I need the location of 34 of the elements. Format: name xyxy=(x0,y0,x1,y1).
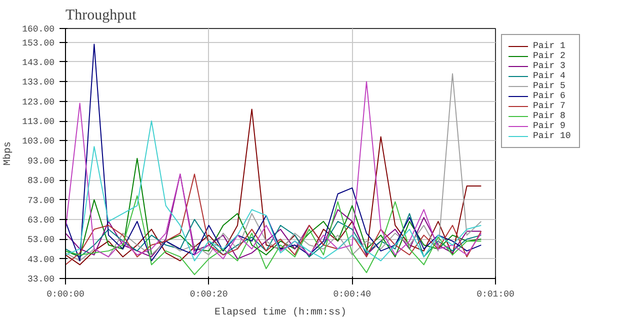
y-tick-label: 63.00 xyxy=(27,215,55,226)
legend-label: Pair 9 xyxy=(533,121,566,131)
y-tick-label: 93.00 xyxy=(27,156,55,166)
y-axis-title: Mbps xyxy=(2,141,14,166)
y-tick-label: 133.00 xyxy=(22,78,54,88)
x-tick-label: 0:01:00 xyxy=(476,290,514,300)
legend-label: Pair 1 xyxy=(533,41,566,51)
legend-label: Pair 5 xyxy=(533,81,566,91)
y-tick-label: 83.00 xyxy=(27,176,55,186)
line-series xyxy=(66,195,482,276)
legend-label: Pair 7 xyxy=(533,101,566,111)
x-axis-title: Elapsed time (h:mm:ss) xyxy=(214,306,347,318)
legend-label: Pair 3 xyxy=(533,61,566,71)
line-series xyxy=(66,158,482,258)
legend-label: Pair 8 xyxy=(533,111,566,121)
legend-label: Pair 6 xyxy=(533,91,566,101)
y-tick-label: 43.00 xyxy=(27,254,55,265)
y-tick-label: 123.00 xyxy=(22,97,54,108)
chart-title: Throughput xyxy=(66,8,138,24)
y-tick-label: 33.00 xyxy=(27,274,55,284)
y-tick-label: 143.00 xyxy=(22,58,54,68)
y-tick-label: 113.00 xyxy=(22,117,54,128)
legend-label: Pair 10 xyxy=(533,131,572,141)
legend-label: Pair 4 xyxy=(533,71,566,81)
x-tick-label: 0:00:20 xyxy=(190,290,228,300)
y-tick-label: 53.00 xyxy=(27,235,55,246)
y-tick-label: 153.00 xyxy=(22,38,54,48)
y-tick-label: 73.00 xyxy=(27,196,55,206)
x-tick-label: 0:00:40 xyxy=(333,290,372,300)
y-tick-label: 160.00 xyxy=(22,24,54,34)
legend-label: Pair 2 xyxy=(533,51,566,61)
line-series xyxy=(66,213,482,258)
y-tick-label: 103.00 xyxy=(22,136,54,147)
x-tick-label: 0:00:00 xyxy=(46,290,84,300)
